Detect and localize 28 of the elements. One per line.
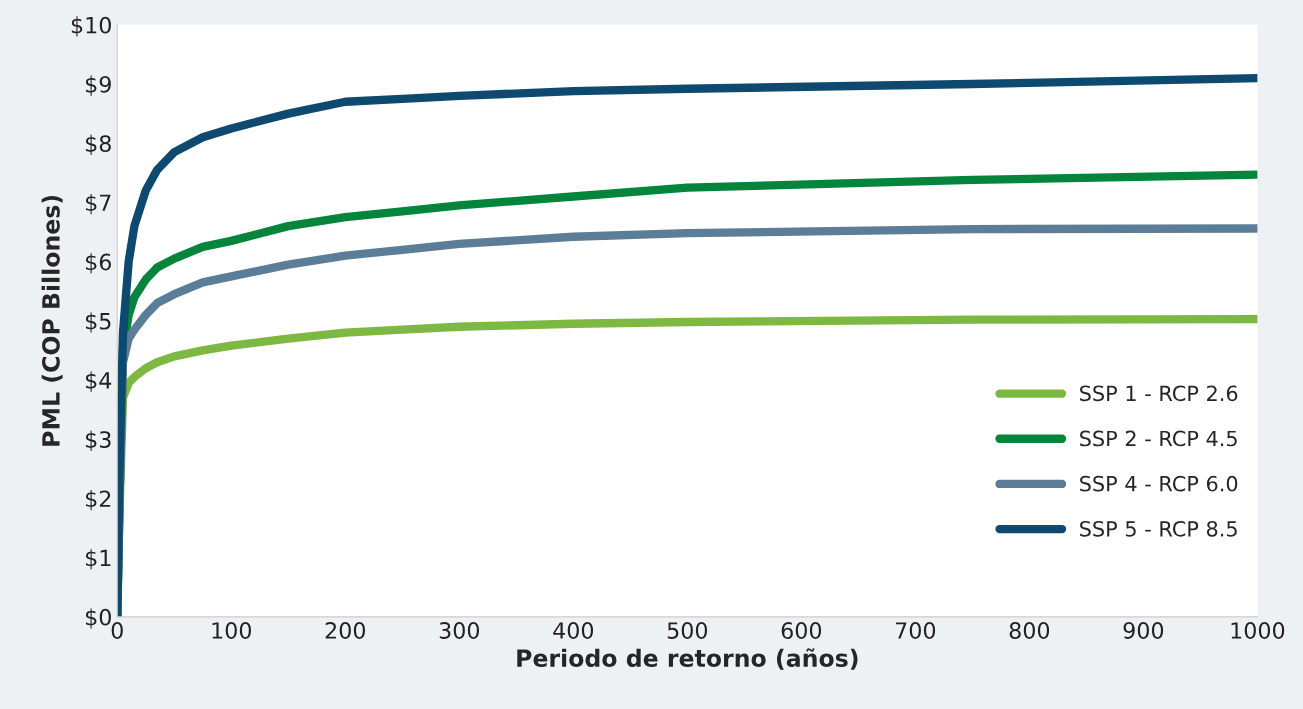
x-tick-label: 1000 (1231, 622, 1285, 639)
x-tick-label: 200 (325, 622, 366, 639)
x-axis-title: Periodo de retorno (años) (517, 648, 858, 670)
y-tick-label: $0 (85, 608, 111, 629)
y-tick-label: $8 (85, 134, 111, 155)
legend-label: SSP 1 - RCP 2.6 (1080, 385, 1238, 402)
x-tick-label: 300 (439, 622, 480, 639)
y-tick-label: $1 (85, 549, 111, 570)
y-axis-title: PML (COP Billones) (41, 195, 63, 446)
x-tick-label: 900 (1123, 622, 1164, 639)
y-tick-label: $2 (85, 489, 111, 511)
x-tick-label: 700 (895, 622, 936, 639)
legend-label: SSP 2 - RCP 4.5 (1080, 430, 1237, 447)
y-tick-label: $7 (85, 193, 111, 215)
x-tick-label: 400 (553, 622, 594, 639)
y-tick-label: $4 (85, 371, 112, 392)
legend-label: SSP 4 - RCP 6.0 (1080, 475, 1238, 492)
x-tick-label: 100 (212, 622, 252, 639)
y-tick-label: $10 (71, 16, 111, 37)
y-tick-label: $6 (85, 253, 112, 274)
y-tick-label: $9 (85, 75, 111, 96)
y-tick-label: $3 (85, 430, 111, 451)
x-tick-label: 600 (781, 622, 822, 639)
x-tick-label: 500 (667, 622, 708, 639)
x-tick-label: 0 (111, 622, 123, 639)
x-tick-label: 800 (1009, 622, 1050, 639)
legend-label: SSP 5 - RCP 8.5 (1080, 520, 1237, 537)
y-tick-label: $5 (85, 312, 111, 333)
